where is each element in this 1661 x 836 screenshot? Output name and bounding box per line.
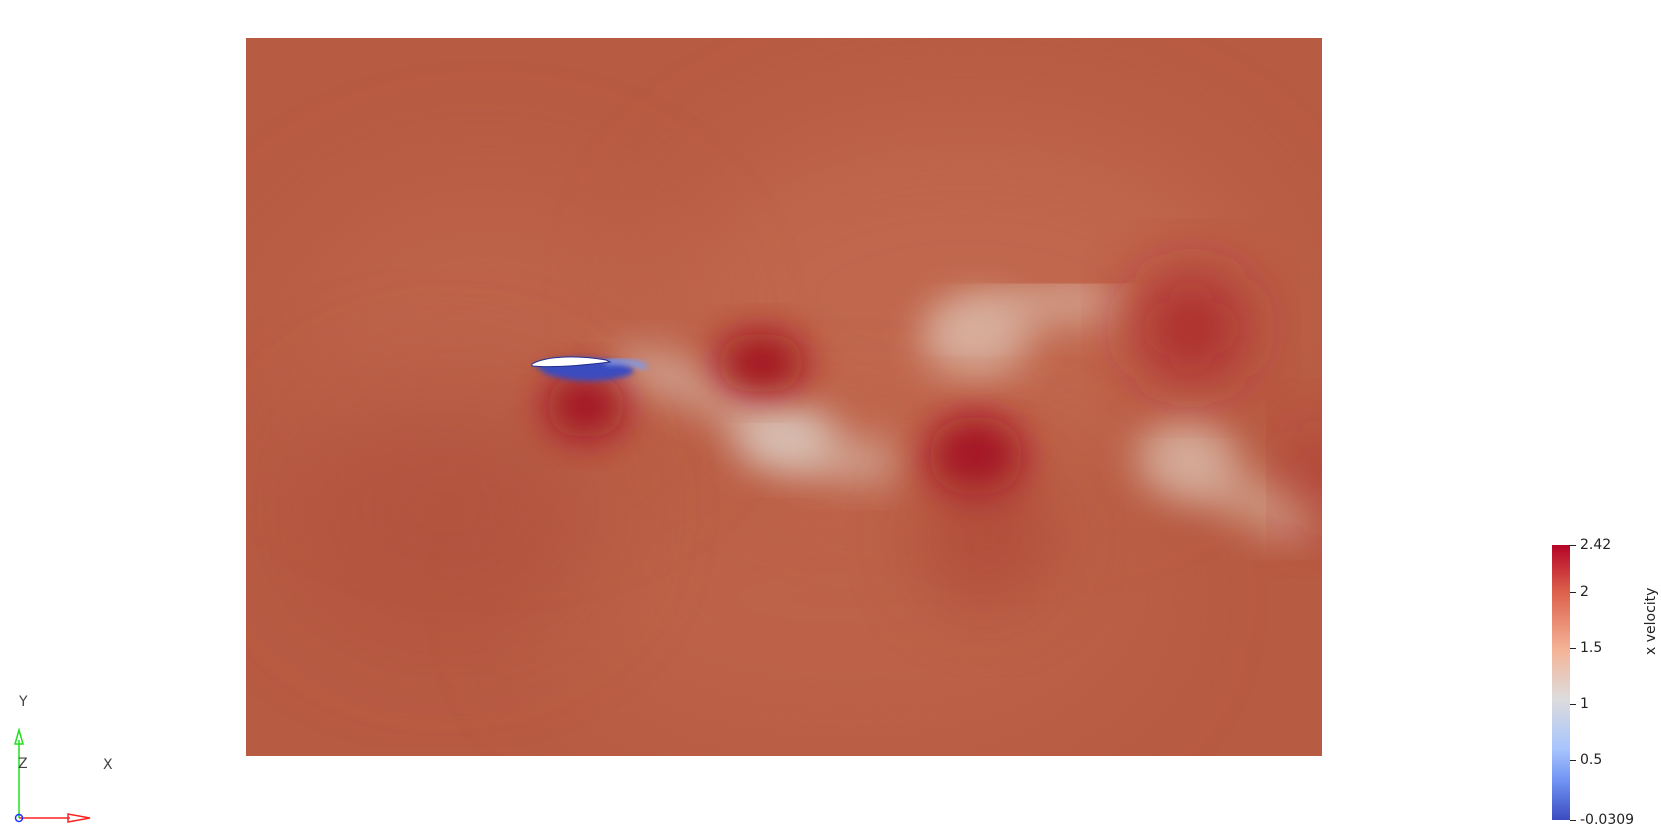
colorbar-tick <box>1570 820 1576 821</box>
colorbar: 2.42 2 1.5 1 0.5 -0.0309 <box>1552 538 1634 827</box>
colorbar-tick <box>1570 760 1576 762</box>
axes-orientation-triad: Y X Z <box>0 694 130 830</box>
field-region <box>546 448 1146 748</box>
colorbar-tick-label: -0.0309 <box>1580 812 1635 828</box>
airfoil <box>531 356 612 368</box>
field-region <box>296 388 596 628</box>
axes-triad-svg <box>14 727 91 823</box>
colorbar-tick <box>1570 545 1576 546</box>
colorbar-tick-label: 1.5 <box>1580 640 1603 657</box>
colorbar-tick <box>1570 648 1576 650</box>
field-region <box>666 118 1266 478</box>
wake-streak <box>1136 418 1236 498</box>
y-axis-arrow-icon <box>14 727 24 745</box>
x-axis-arrow-icon <box>67 813 91 823</box>
colorbar-tick <box>1570 704 1576 706</box>
x-axis-label: X <box>103 757 113 773</box>
vortex-core <box>1291 428 1322 528</box>
velocity-field-svg <box>246 38 1322 756</box>
colorbar-tick-label: 1 <box>1580 696 1589 713</box>
colorbar-gradient <box>1552 545 1570 820</box>
y-axis-label: Y <box>19 694 28 710</box>
colorbar-title: x velocity <box>1643 587 1659 655</box>
low-velocity-region <box>605 358 648 371</box>
colorbar-tick-label: 2.42 <box>1580 537 1612 553</box>
vortex-core <box>716 333 806 393</box>
colorbar-tick-label: 0.5 <box>1580 752 1603 769</box>
colorbar-tick <box>1570 592 1576 594</box>
vortex-core <box>916 468 1056 608</box>
z-axis-label: Z <box>18 756 28 772</box>
colorbar-tick-label: 2 <box>1580 584 1589 601</box>
vortex-core <box>546 374 626 438</box>
velocity-field-plot[interactable] <box>246 38 1322 756</box>
wake-streak <box>921 298 1031 378</box>
wake-streak <box>736 408 836 468</box>
vortex-core <box>1136 273 1246 383</box>
z-axis-arrow-icon <box>14 813 24 823</box>
